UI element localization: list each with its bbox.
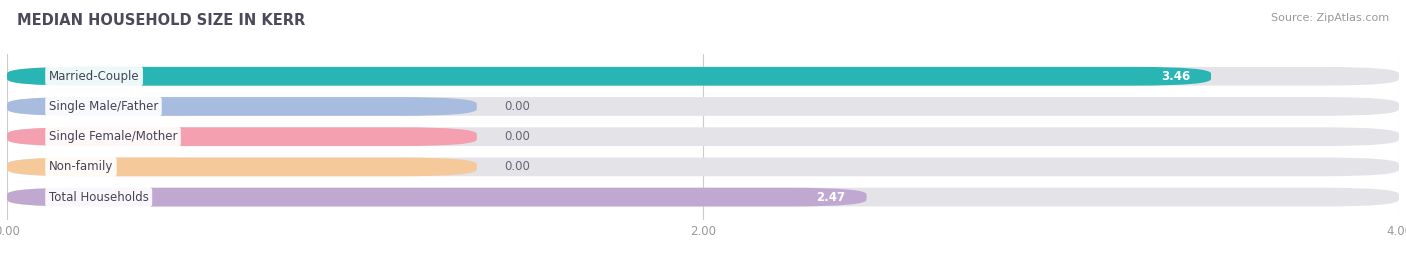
- Text: 0.00: 0.00: [505, 100, 530, 113]
- Text: Single Male/Father: Single Male/Father: [49, 100, 157, 113]
- FancyBboxPatch shape: [7, 188, 1399, 206]
- FancyBboxPatch shape: [7, 67, 1399, 85]
- FancyBboxPatch shape: [7, 188, 866, 206]
- FancyBboxPatch shape: [7, 127, 477, 146]
- FancyBboxPatch shape: [7, 127, 1399, 146]
- Text: 0.00: 0.00: [505, 160, 530, 173]
- FancyBboxPatch shape: [7, 97, 1399, 116]
- FancyBboxPatch shape: [7, 158, 1399, 176]
- Text: Non-family: Non-family: [49, 160, 112, 173]
- FancyBboxPatch shape: [7, 158, 477, 176]
- Text: 3.46: 3.46: [1161, 70, 1191, 83]
- Text: 0.00: 0.00: [505, 130, 530, 143]
- Text: Source: ZipAtlas.com: Source: ZipAtlas.com: [1271, 13, 1389, 23]
- Text: Married-Couple: Married-Couple: [49, 70, 139, 83]
- FancyBboxPatch shape: [7, 67, 1211, 85]
- FancyBboxPatch shape: [7, 97, 477, 116]
- Text: 2.47: 2.47: [817, 191, 845, 204]
- Text: Single Female/Mother: Single Female/Mother: [49, 130, 177, 143]
- Text: Total Households: Total Households: [49, 191, 149, 204]
- Text: MEDIAN HOUSEHOLD SIZE IN KERR: MEDIAN HOUSEHOLD SIZE IN KERR: [17, 13, 305, 28]
